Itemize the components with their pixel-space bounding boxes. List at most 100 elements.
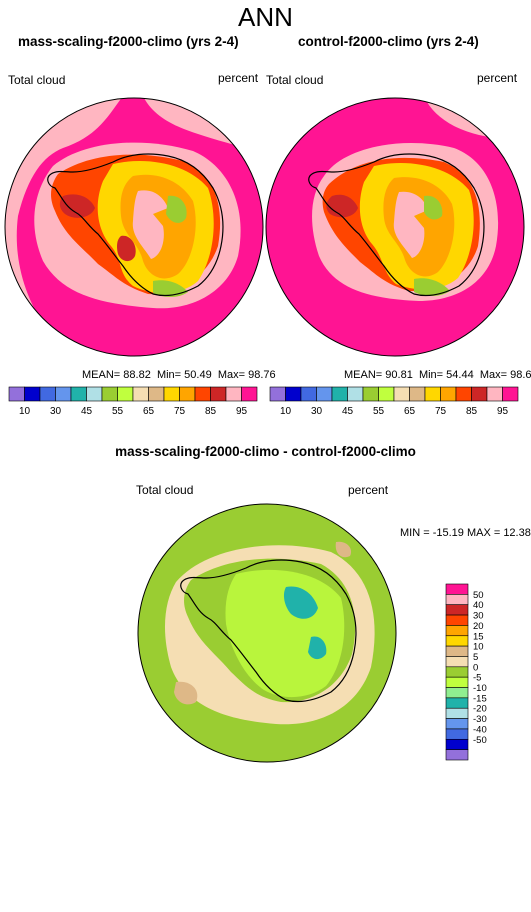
right-colorbar-tick-label: 10 bbox=[280, 406, 292, 417]
panel-right-variable-label: Total cloud bbox=[266, 73, 324, 87]
right-colorbar-swatch bbox=[393, 386, 410, 402]
diff-colorbar-tick-label: -30 bbox=[473, 714, 487, 725]
diff-colorbar-tick-label: -20 bbox=[473, 704, 487, 715]
left-colorbar-swatch bbox=[163, 386, 180, 402]
right-colorbar-swatch bbox=[502, 386, 519, 402]
diff-colorbar-tick-label: 0 bbox=[473, 662, 478, 673]
diff-colorbar-tick-label: -5 bbox=[473, 673, 481, 684]
right-colorbar-tick-label: 55 bbox=[373, 406, 385, 417]
diff-colorbar-swatch bbox=[445, 676, 469, 688]
left-colorbar-swatch bbox=[241, 386, 258, 402]
diff-units-label: percent bbox=[348, 483, 389, 497]
left-colorbar-swatch bbox=[148, 386, 165, 402]
diff-colorbar-tick-label: 15 bbox=[473, 631, 484, 642]
left-colorbar-swatch bbox=[55, 386, 72, 402]
left-colorbar-swatch bbox=[39, 386, 56, 402]
diff-colorbar-swatch bbox=[445, 625, 469, 637]
left-colorbar-tick-label: 95 bbox=[236, 406, 248, 417]
right-colorbar-swatch bbox=[316, 386, 333, 402]
colorbar-left: 10 30 45 55 65 75 85 95 bbox=[8, 386, 258, 417]
diff-colorbar-swatch bbox=[445, 687, 469, 699]
left-colorbar-swatch bbox=[210, 386, 227, 402]
right-colorbar-swatch bbox=[378, 386, 395, 402]
right-colorbar-swatch bbox=[409, 386, 426, 402]
diff-colorbar-tick-label: -15 bbox=[473, 693, 487, 704]
right-max-value: 98.67 bbox=[510, 369, 531, 381]
left-colorbar-tick-label: 85 bbox=[205, 406, 217, 417]
diff-variable-label: Total cloud bbox=[136, 483, 194, 497]
left-colorbar-swatch bbox=[225, 386, 242, 402]
map-diff bbox=[137, 503, 397, 763]
right-colorbar-swatch bbox=[471, 386, 488, 402]
diff-colorbar-swatch bbox=[445, 707, 469, 719]
right-colorbar-swatch bbox=[455, 386, 472, 402]
left-colorbar-tick-label: 55 bbox=[112, 406, 124, 417]
panel-left-variable-label: Total cloud bbox=[8, 73, 66, 87]
right-colorbar-swatch bbox=[331, 386, 348, 402]
left-mean-value: 88.82 bbox=[123, 369, 151, 381]
diff-colorbar-swatch bbox=[445, 738, 469, 750]
panel-left-stats: MEAN= 88.82 Min= 50.49 Max= 98.76 bbox=[82, 369, 276, 381]
diff-colorbar-swatch bbox=[445, 656, 469, 668]
panel-right-stats: MEAN= 90.81 Min= 54.44 Max= 98.67 bbox=[344, 369, 531, 381]
left-colorbar-swatch bbox=[132, 386, 149, 402]
diff-colorbar-swatch bbox=[445, 604, 469, 616]
right-colorbar-tick-label: 45 bbox=[342, 406, 354, 417]
diff-colorbar-swatch bbox=[445, 749, 469, 761]
panel-left-units-label: percent bbox=[218, 71, 259, 85]
diff-colorbar-tick-label: 10 bbox=[473, 642, 484, 653]
diff-colorbar-swatch bbox=[445, 594, 469, 606]
right-min-label: Min= bbox=[418, 369, 444, 381]
diff-colorbar-swatch bbox=[445, 697, 469, 709]
left-colorbar-swatch bbox=[86, 386, 103, 402]
left-max-value: 98.76 bbox=[248, 369, 276, 381]
diff-colorbar-swatch bbox=[445, 728, 469, 740]
diff-colorbar-tick-label: 40 bbox=[473, 600, 484, 611]
left-colorbar-tick-label: 10 bbox=[19, 406, 31, 417]
diff-colorbar-tick-label: -50 bbox=[473, 735, 487, 746]
diff-panel-title: mass-scaling-f2000-climo - control-f2000… bbox=[115, 444, 416, 459]
panel-left-title: mass-scaling-f2000-climo (yrs 2-4) bbox=[18, 34, 239, 49]
left-colorbar-tick-label: 30 bbox=[50, 406, 62, 417]
right-colorbar-tick-label: 85 bbox=[466, 406, 478, 417]
panel-right-units-label: percent bbox=[477, 71, 518, 85]
right-colorbar-swatch bbox=[362, 386, 379, 402]
left-colorbar-swatch bbox=[101, 386, 118, 402]
diff-colorbar-tick-label: -40 bbox=[473, 724, 487, 735]
diff-colorbar-tick-label: 30 bbox=[473, 611, 484, 622]
left-mean-label: MEAN= bbox=[82, 369, 121, 381]
diff-colorbar-swatch bbox=[445, 666, 469, 678]
main-title: ANN bbox=[238, 2, 293, 32]
right-colorbar-tick-label: 95 bbox=[497, 406, 509, 417]
right-colorbar-tick-label: 65 bbox=[404, 406, 416, 417]
map-left bbox=[4, 97, 264, 357]
right-colorbar-swatch bbox=[440, 386, 457, 402]
left-colorbar-swatch bbox=[117, 386, 134, 402]
right-mean-value: 90.81 bbox=[385, 369, 413, 381]
left-colorbar-swatch bbox=[8, 386, 25, 402]
right-max-label: Max= bbox=[479, 369, 508, 381]
left-colorbar-tick-label: 45 bbox=[81, 406, 93, 417]
right-colorbar-swatch bbox=[300, 386, 317, 402]
right-min-value: 54.44 bbox=[446, 369, 474, 381]
right-colorbar-swatch bbox=[347, 386, 364, 402]
left-max-label: Max= bbox=[217, 369, 246, 381]
diff-colorbar-swatch bbox=[445, 614, 469, 626]
diff-colorbar-swatch bbox=[445, 635, 469, 647]
right-colorbar-tick-label: 30 bbox=[311, 406, 323, 417]
left-colorbar-swatch bbox=[194, 386, 211, 402]
diff-colorbar-swatch bbox=[445, 718, 469, 730]
right-colorbar-tick-label: 75 bbox=[435, 406, 447, 417]
diff-colorbar-tick-label: 50 bbox=[473, 590, 484, 601]
diff-colorbar-swatch bbox=[445, 583, 469, 595]
right-colorbar-swatch bbox=[285, 386, 302, 402]
diff-minmax: MIN = -15.19 MAX = 12.38 bbox=[400, 527, 531, 539]
diff-colorbar-tick-label: 20 bbox=[473, 621, 484, 632]
left-min-label: Min= bbox=[156, 369, 182, 381]
panel-right-title: control-f2000-climo (yrs 2-4) bbox=[298, 34, 479, 49]
diff-colorbar-swatch bbox=[445, 645, 469, 657]
left-colorbar-swatch bbox=[24, 386, 41, 402]
left-colorbar-swatch bbox=[70, 386, 87, 402]
diff-colorbar-tick-label: 5 bbox=[473, 652, 478, 663]
